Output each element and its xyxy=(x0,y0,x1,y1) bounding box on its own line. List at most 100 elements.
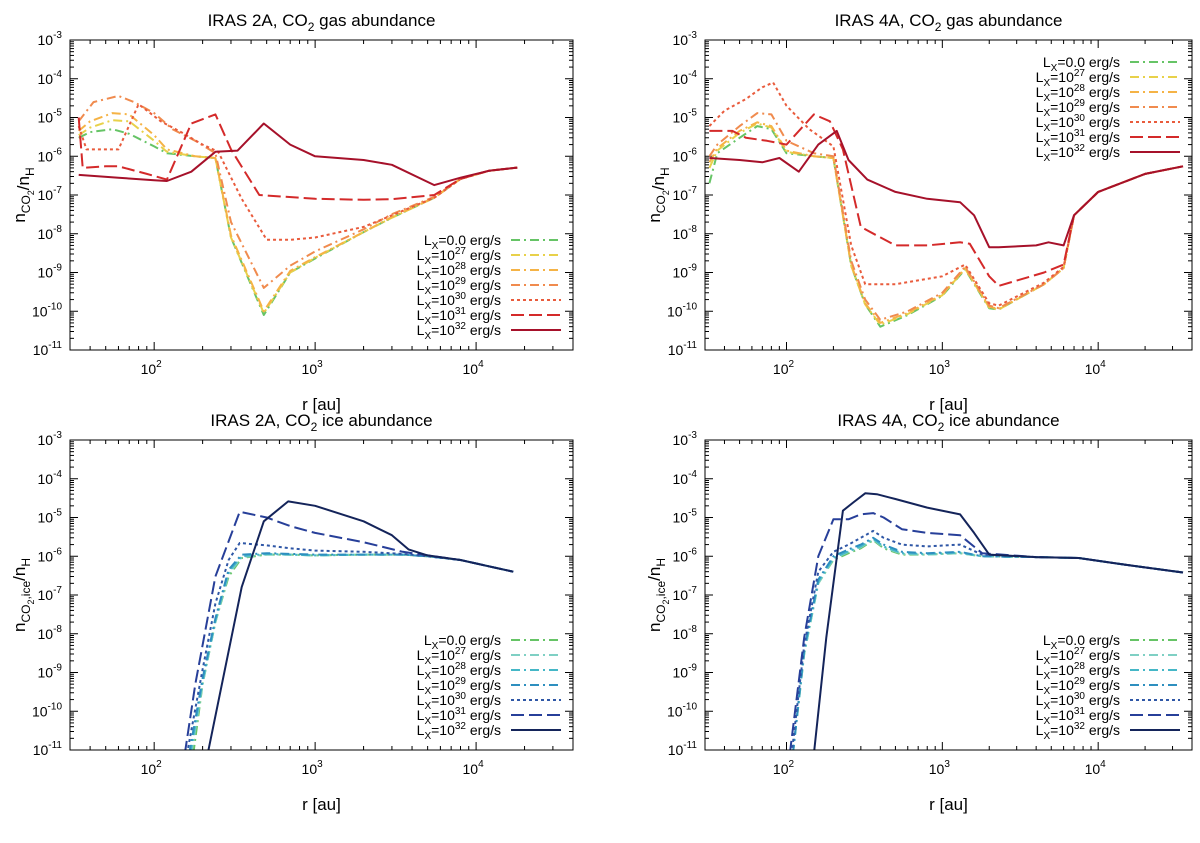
y-tick-label: 10-11 xyxy=(33,340,63,358)
legend-label: LX=1027 erg/s xyxy=(417,646,501,667)
y-tick-label: 10-4 xyxy=(673,69,698,87)
legend-label: LX=1032 erg/s xyxy=(417,721,501,742)
legend-label: LX=1028 erg/s xyxy=(1036,661,1120,682)
chart-title: IRAS 4A, CO2 gas abundance xyxy=(835,11,1063,34)
y-tick-label: 10-7 xyxy=(673,185,698,203)
series-line-3 xyxy=(792,536,1184,750)
series-line-1 xyxy=(78,119,518,314)
y-tick-label: 10-6 xyxy=(673,146,698,164)
x-tick-label: 103 xyxy=(929,759,951,777)
y-tick-label: 10-8 xyxy=(38,224,63,242)
panel-iras2a-gas: IRAS 2A, CO2 gas abundance 10-11 10-10 10-9… xyxy=(10,11,574,414)
legend-label: LX=1030 erg/s xyxy=(1036,691,1120,712)
legend-label: LX=1031 erg/s xyxy=(1036,128,1120,149)
x-axis-label: r [au] xyxy=(929,395,968,414)
legend-label: LX=0.0 erg/s xyxy=(424,632,501,652)
legend-label: LX=1029 erg/s xyxy=(1036,98,1120,119)
y-tick-label: 10-11 xyxy=(668,740,698,758)
y-tick-label: 10-8 xyxy=(673,624,698,642)
y-tick-label: 10-8 xyxy=(38,624,63,642)
legend: LX=0.0 erg/sLX=1027 erg/sLX=1028 erg/sLX… xyxy=(1036,54,1180,164)
legend-label: LX=1027 erg/s xyxy=(1036,68,1120,89)
panel-iras4a-ice: IRAS 4A, CO2 ice abundance 10-11 10-10 10-9… xyxy=(645,411,1193,814)
x-tick-label: 104 xyxy=(463,359,485,377)
legend-label: LX=1031 erg/s xyxy=(1036,706,1120,727)
legend: LX=0.0 erg/sLX=1027 erg/sLX=1028 erg/sLX… xyxy=(1036,632,1180,742)
legend-label: LX=1028 erg/s xyxy=(417,261,501,282)
y-tick-label: 10-4 xyxy=(673,469,698,487)
y-tick-label: 10-3 xyxy=(38,430,63,448)
x-tick-label: 103 xyxy=(302,759,324,777)
series-line-6 xyxy=(207,500,514,750)
y-tick-label: 10-10 xyxy=(32,701,62,719)
panel-iras4a-gas: IRAS 4A, CO2 gas abundance 10-11 10-10 10-9… xyxy=(645,11,1193,414)
y-tick-label: 10-9 xyxy=(673,663,698,681)
series-line-6 xyxy=(78,122,518,187)
y-tick-label: 10-10 xyxy=(32,301,62,319)
y-tick-label: 10-7 xyxy=(673,585,698,603)
legend-label: LX=1030 erg/s xyxy=(1036,113,1120,134)
x-axis-label: r [au] xyxy=(302,395,341,414)
y-tick-label: 10-4 xyxy=(38,69,63,87)
x-tick-label: 102 xyxy=(773,759,795,777)
plot-frame xyxy=(704,439,1193,751)
plot-frame xyxy=(69,439,574,751)
legend-label: LX=1032 erg/s xyxy=(1036,143,1120,164)
x-tick-label: 104 xyxy=(1085,359,1107,377)
series-line-2 xyxy=(78,112,518,313)
x-tick-label: 102 xyxy=(141,759,163,777)
y-tick-label: 10-10 xyxy=(667,301,697,319)
legend-label: LX=1027 erg/s xyxy=(417,246,501,267)
x-tick-label: 102 xyxy=(141,359,163,377)
legend-label: LX=1030 erg/s xyxy=(417,291,501,312)
legend-label: LX=1028 erg/s xyxy=(417,661,501,682)
y-axis-label: nCO2,ice/nH xyxy=(10,558,36,632)
series-line-6 xyxy=(709,129,1184,249)
x-tick-label: 103 xyxy=(929,359,951,377)
legend: LX=0.0 erg/sLX=1027 erg/sLX=1028 erg/sLX… xyxy=(417,232,561,342)
chart-title: IRAS 2A, CO2 gas abundance xyxy=(208,11,436,34)
legend-label: LX=1031 erg/s xyxy=(417,306,501,327)
panel-iras2a-ice: IRAS 2A, CO2 ice abundance 10-11 10-10 10-9… xyxy=(10,411,574,814)
legend-label: LX=1031 erg/s xyxy=(417,706,501,727)
legend-label: LX=0.0 erg/s xyxy=(424,232,501,252)
legend-label: LX=1029 erg/s xyxy=(417,676,501,697)
series-line-0 xyxy=(792,539,1184,750)
legend-label: LX=0.0 erg/s xyxy=(1043,54,1120,74)
legend: LX=0.0 erg/sLX=1027 erg/sLX=1028 erg/sLX… xyxy=(417,632,561,742)
legend-label: LX=1028 erg/s xyxy=(1036,83,1120,104)
y-axis-label: nCO2/nH xyxy=(645,167,672,222)
y-axis-label: nCO2/nH xyxy=(10,167,37,222)
y-tick-label: 10-3 xyxy=(673,30,698,48)
chart-title: IRAS 2A, CO2 ice abundance xyxy=(210,411,432,434)
series-group xyxy=(708,81,1184,328)
y-tick-label: 10-10 xyxy=(667,701,697,719)
y-tick-label: 10-11 xyxy=(668,340,698,358)
y-tick-label: 10-5 xyxy=(673,508,698,526)
legend-label: LX=0.0 erg/s xyxy=(1043,632,1120,652)
series-line-1 xyxy=(792,538,1184,750)
y-tick-label: 10-5 xyxy=(38,108,63,126)
series-line-4 xyxy=(77,103,518,241)
legend-label: LX=1029 erg/s xyxy=(417,276,501,297)
y-tick-label: 10-7 xyxy=(38,585,63,603)
legend-label: LX=1029 erg/s xyxy=(1036,676,1120,697)
y-tick-label: 10-3 xyxy=(38,30,63,48)
series-group xyxy=(184,500,514,750)
y-tick-label: 10-7 xyxy=(38,185,63,203)
series-line-2 xyxy=(792,537,1184,750)
y-tick-label: 10-6 xyxy=(38,546,63,564)
x-axis-label: r [au] xyxy=(929,795,968,814)
legend-label: LX=1032 erg/s xyxy=(1036,721,1120,742)
y-tick-label: 10-11 xyxy=(33,740,63,758)
y-tick-label: 10-5 xyxy=(38,508,63,526)
chart-title: IRAS 4A, CO2 ice abundance xyxy=(837,411,1059,434)
x-tick-label: 104 xyxy=(463,759,485,777)
plot-frame xyxy=(69,39,574,351)
y-tick-label: 10-8 xyxy=(673,224,698,242)
series-group xyxy=(77,94,518,316)
y-tick-label: 10-6 xyxy=(673,546,698,564)
y-axis-label: nCO2,ice/nH xyxy=(645,558,671,632)
x-tick-label: 103 xyxy=(302,359,324,377)
